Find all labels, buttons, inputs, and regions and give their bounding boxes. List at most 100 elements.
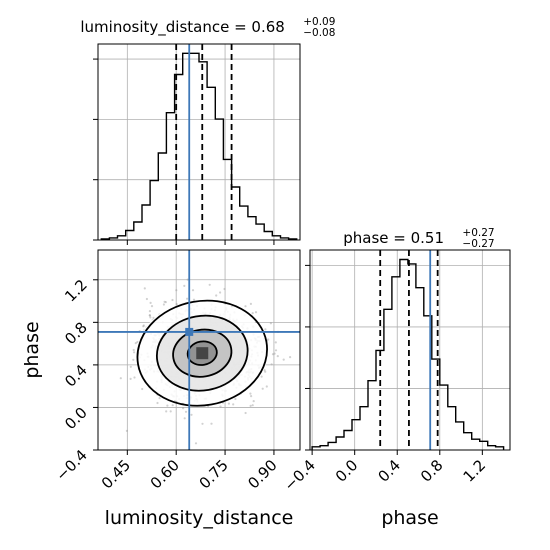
contour-line: [172, 328, 233, 378]
phase-ytick-label: 0.0: [61, 404, 91, 434]
scatter-point: [252, 400, 255, 403]
scatter-point: [251, 404, 254, 407]
scatter-point: [132, 348, 135, 352]
scatter-point: [264, 370, 267, 373]
scatter-point: [142, 325, 145, 328]
scatter-point: [186, 297, 189, 300]
scatter-point: [227, 402, 230, 405]
phase-xtick-label: 1.2: [460, 456, 490, 486]
scatter-point: [171, 298, 174, 302]
luminosity-distance-xtick-label: 0.75: [196, 456, 232, 492]
density-peak: [196, 347, 209, 360]
luminosity-distance-title-upper: +0.09: [303, 16, 335, 28]
scatter-point: [249, 404, 252, 407]
scatter-point: [186, 278, 189, 281]
scatter-point: [282, 358, 285, 361]
phase-title-lower: −0.27: [462, 238, 494, 250]
scatter-point: [156, 401, 159, 405]
phase-ytick-label: −0.4: [52, 446, 90, 484]
scatter-point: [175, 303, 178, 306]
scatter-point: [276, 355, 279, 358]
scatter-point: [143, 287, 146, 290]
scatter-point: [183, 417, 186, 420]
scatter-point: [260, 375, 263, 378]
scatter-point: [219, 291, 222, 294]
scatter-point: [271, 353, 275, 356]
scatter-point: [134, 342, 137, 345]
scatter-point: [148, 314, 151, 317]
scatter-point: [192, 298, 196, 301]
scatter-point: [148, 314, 151, 317]
scatter-point: [249, 302, 252, 305]
luminosity-distance-title-main: luminosity_distance = 0.68: [80, 18, 284, 37]
scatter-point: [175, 289, 178, 292]
scatter-point: [136, 340, 139, 344]
scatter-point: [244, 305, 247, 308]
scatter-point: [251, 312, 254, 315]
phase-panel: −0.4 0.0 0.4 0.8 1.2 phase = 0.51 +0.27 −0.2…: [280, 227, 511, 529]
scatter-point: [158, 397, 161, 400]
scatter-point: [133, 376, 136, 379]
scatter-point: [201, 422, 204, 425]
scatter-point: [166, 404, 169, 407]
scatter-point: [142, 324, 145, 327]
scatter-point: [133, 351, 136, 354]
scatter-point: [163, 300, 166, 303]
contour-line: [186, 340, 218, 366]
scatter-point: [149, 316, 152, 319]
scatter-point: [264, 328, 267, 331]
scatter-point: [148, 310, 151, 313]
scatter-point: [219, 405, 222, 408]
phase-ytick-label: 0.4: [61, 361, 91, 391]
scatter-point: [208, 283, 211, 286]
scatter-point: [194, 442, 198, 445]
scatter-point: [125, 429, 128, 432]
scatter-point: [254, 311, 258, 314]
scatter-point: [215, 294, 218, 297]
scatter-point: [190, 413, 193, 416]
phase-title-main: phase = 0.51: [343, 229, 444, 247]
scatter-point: [183, 284, 186, 287]
scatter-point: [165, 410, 168, 413]
phase-axis-label-y: phase: [21, 321, 43, 378]
scatter-point: [164, 301, 167, 304]
scatter-point: [250, 395, 253, 398]
luminosity-distance-xtick-label: 0.90: [244, 456, 280, 492]
joint-panel: 0.45 0.60 0.75 0.90 −0.4 0.0 0.4 0.8 1.2 lumino…: [21, 249, 301, 529]
scatter-point: [162, 303, 165, 306]
scatter-point: [149, 301, 152, 304]
phase-title-upper: +0.27: [462, 227, 494, 239]
luminosity-distance-xtick-label: 0.60: [147, 456, 183, 492]
scatter-point: [232, 403, 235, 406]
scatter-point: [273, 352, 276, 355]
scatter-point: [129, 365, 132, 368]
scatter-point: [261, 387, 264, 390]
scatter-point: [150, 305, 154, 308]
luminosity-distance-panel: luminosity_distance = 0.68 +0.09 −0.08: [80, 11, 340, 245]
phase-xtick-label: 0.4: [374, 456, 404, 486]
scatter-point: [141, 387, 144, 391]
luminosity-distance-xtick-label: 0.45: [98, 456, 134, 492]
scatter-point: [171, 404, 174, 407]
scatter-point: [244, 411, 247, 415]
scatter-point: [129, 377, 132, 380]
luminosity-distance-title: luminosity_distance = 0.68 +0.09 −0.08: [80, 11, 340, 39]
scatter-point: [267, 338, 270, 341]
contour-line: [136, 299, 268, 407]
p1-histogram-step: [100, 52, 298, 240]
phase-ytick-label: 1.2: [61, 276, 91, 306]
phase-xtick-label: −0.4: [280, 456, 318, 494]
scatter-point: [182, 407, 185, 410]
joint-truth-marker: [185, 327, 194, 336]
scatter-point: [145, 297, 148, 301]
scatter-point: [191, 289, 195, 292]
luminosity-distance-title-lower: −0.08: [303, 27, 335, 39]
luminosity-distance-axis-label: luminosity_distance: [105, 507, 294, 529]
phase-xtick-label: 0.8: [417, 456, 447, 486]
scatter-point: [274, 341, 277, 344]
scatter-point: [234, 397, 237, 401]
scatter-point: [119, 377, 122, 380]
scatter-point: [223, 287, 226, 291]
p3-histogram-step: [311, 258, 505, 450]
